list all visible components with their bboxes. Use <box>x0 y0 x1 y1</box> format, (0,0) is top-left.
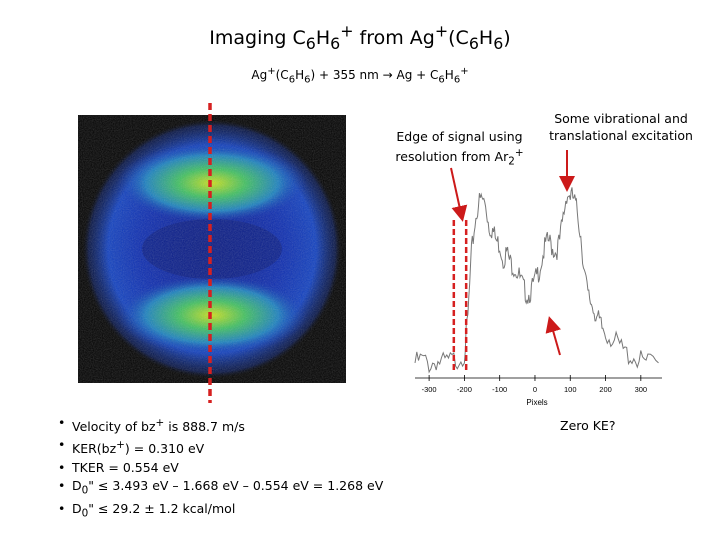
x-tick-label: -300 <box>422 385 437 394</box>
velocity-map-image <box>78 115 346 383</box>
arrow-edge <box>450 167 468 222</box>
list-item: TKER = 0.554 eV <box>58 459 383 478</box>
edge-signal-note: Edge of signal using resolution from Ar2… <box>395 129 524 168</box>
x-tick-label: 0 <box>533 385 537 394</box>
vibrational-excitation-note: Some vibrational and translational excit… <box>549 111 693 143</box>
x-tick-label: 200 <box>599 385 612 394</box>
results-list: Velocity of bz+ is 888.7 m/s KER(bz+) = … <box>58 414 383 523</box>
velocity-map-svg <box>78 115 346 383</box>
list-item: D0" ≤ 29.2 ± 1.2 kcal/mol <box>58 500 383 523</box>
list-item: Velocity of bz+ is 888.7 m/s <box>58 414 383 436</box>
arrow-zero-ke <box>545 316 561 356</box>
profile-series-line-0 <box>414 187 659 374</box>
list-item: D0" ≤ 3.493 eV – 1.668 eV – 0.554 eV = 1… <box>58 477 383 500</box>
x-tick-label: -200 <box>457 385 472 394</box>
cut-line <box>208 103 212 403</box>
pixel-profile-chart: -300 -200 -100 0 100 200 300 Pixels <box>414 187 662 407</box>
x-tick-label: -100 <box>492 385 507 394</box>
x-tick-label: 100 <box>564 385 577 394</box>
x-axis-label: Pixels <box>526 398 547 407</box>
zero-ke-note: Zero KE? <box>560 418 616 433</box>
slide-title: Imaging C6H6+ from Ag+(C6H6) <box>0 22 720 53</box>
title-text: Imaging C6H6+ from Ag+(C6H6) <box>209 22 511 54</box>
list-item: KER(bz+) = 0.310 eV <box>58 436 383 458</box>
x-tick-label: 300 <box>635 385 648 394</box>
reaction-equation: Ag+(C6H6) + 355 nm → Ag + C6H6+ <box>251 66 469 86</box>
